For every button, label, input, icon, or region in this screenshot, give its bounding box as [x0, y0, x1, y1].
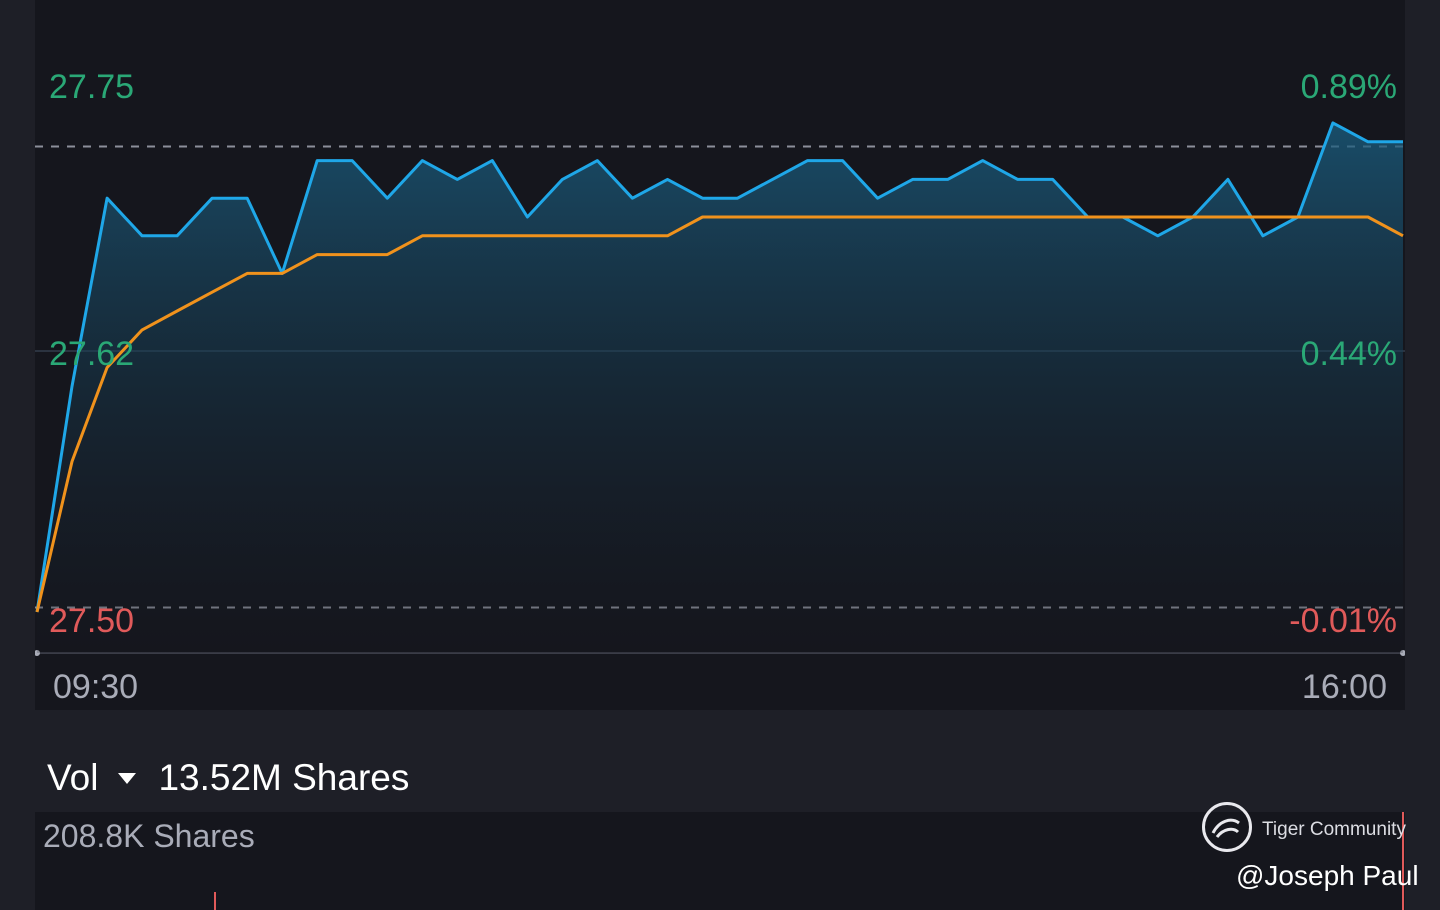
y-tick-left-mid: 27.62 — [49, 335, 135, 373]
x-tick-start: 09:30 — [53, 668, 139, 706]
price-series-line — [35, 121, 1403, 613]
price-area-fill — [37, 122, 1403, 653]
volume-total: 13.52M Shares — [158, 757, 410, 798]
y-tick-left-top: 27.75 — [49, 68, 135, 106]
x-tick-end: 16:00 — [1301, 668, 1387, 706]
volume-header: Vol 13.52M Shares — [47, 756, 409, 800]
y-tick-right-top: 0.89% — [1300, 68, 1397, 106]
volume-chart[interactable]: 208.8K Shares — [35, 812, 1405, 910]
y-tick-right-mid: 0.44% — [1300, 335, 1397, 373]
price-chart-svg[interactable] — [35, 0, 1405, 710]
watermark-username: @Joseph Paul — [1236, 860, 1419, 891]
intraday-chart[interactable]: 27.75 27.62 27.50 0.89% 0.44% -0.01% 09:… — [35, 0, 1405, 710]
watermark-community-name: Tiger Community — [1262, 819, 1406, 840]
volume-label[interactable]: Vol — [47, 757, 99, 798]
tiger-logo-icon — [1202, 802, 1252, 852]
average-price-line — [35, 215, 1404, 613]
volume-chart-svg — [214, 812, 1404, 910]
dropdown-caret-icon[interactable] — [118, 772, 137, 784]
volume-max-label: 208.8K Shares — [43, 818, 255, 854]
y-tick-right-bottom: -0.01% — [1289, 602, 1397, 640]
watermark: Tiger Community @Joseph Paul — [1202, 802, 1419, 902]
y-tick-left-bottom: 27.50 — [49, 602, 135, 640]
